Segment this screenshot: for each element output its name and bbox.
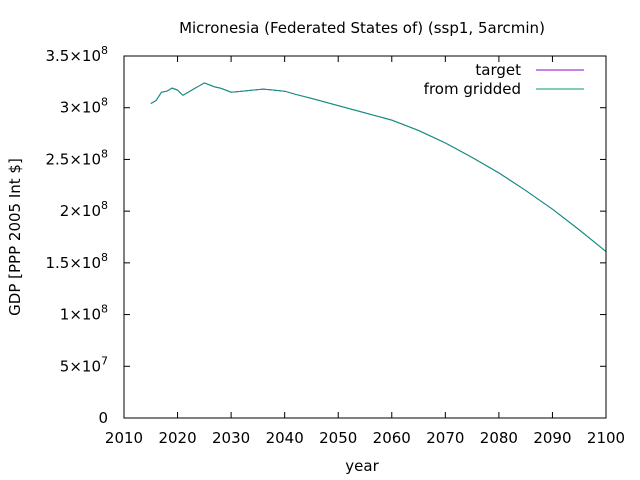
y-tick-label: 2×108 (60, 199, 108, 220)
x-tick-label: 2060 (373, 429, 411, 447)
y-tick-exponent: 8 (101, 147, 108, 160)
y-tick-label: 0 (98, 409, 108, 427)
x-tick-label: 2010 (105, 429, 143, 447)
y-tick-label: 1.5×108 (45, 251, 108, 272)
y-tick-mantissa: 2.5×10 (45, 150, 101, 168)
x-tick-label: 2030 (212, 429, 250, 447)
y-tick-mantissa: 1.5×10 (45, 254, 101, 272)
chart-title: Micronesia (Federated States of) (ssp1, … (179, 19, 545, 37)
y-tick-exponent: 8 (101, 303, 108, 316)
y-tick-exponent: 7 (101, 354, 108, 367)
x-tick-label: 2100 (587, 429, 625, 447)
y-tick-mantissa: 1×10 (60, 306, 101, 324)
legend-label: from gridded (424, 80, 521, 98)
y-tick-exponent: 8 (101, 96, 108, 109)
y-tick-label: 5×107 (60, 354, 108, 375)
series-line-target (150, 82, 607, 252)
x-tick-label: 2090 (533, 429, 571, 447)
plot-frame (123, 55, 607, 419)
x-tick-label: 2080 (480, 429, 518, 447)
x-tick-label: 2020 (158, 429, 196, 447)
y-tick-label: 2.5×108 (45, 147, 108, 168)
y-tick-mantissa: 0 (98, 409, 108, 427)
y-tick-label: 1×108 (60, 303, 108, 324)
y-tick-mantissa: 5×10 (60, 357, 101, 375)
series-lines (150, 82, 607, 252)
y-axis-ticks: 05×1071×1081.5×1082×1082.5×1083×1083.5×1… (45, 44, 606, 427)
legend-label: target (475, 61, 521, 79)
y-tick-exponent: 8 (101, 199, 108, 212)
x-axis-ticks: 2010 2020 2030 2040 2050 2060 2070 2080 2090 2100 (105, 56, 625, 447)
y-tick-mantissa: 2×10 (60, 202, 101, 220)
x-tick-label: 2040 (266, 429, 304, 447)
y-tick-exponent: 8 (101, 251, 108, 264)
y-tick-label: 3.5×108 (45, 44, 108, 65)
series-line-from-gridded (150, 82, 607, 252)
y-tick-label: 3×108 (60, 96, 108, 117)
y-axis-label: GDP [PPP 2005 Int $] (6, 158, 24, 316)
x-tick-label: 2070 (426, 429, 464, 447)
x-tick-label: 2050 (319, 429, 357, 447)
x-axis-label: year (345, 457, 379, 475)
y-tick-mantissa: 3×10 (60, 99, 101, 117)
y-tick-exponent: 8 (101, 44, 108, 57)
y-tick-mantissa: 3.5×10 (45, 47, 101, 65)
